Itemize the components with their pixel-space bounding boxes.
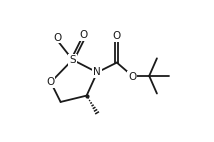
Text: O: O bbox=[80, 30, 88, 40]
Text: O: O bbox=[53, 33, 61, 43]
Text: N: N bbox=[93, 67, 101, 77]
Text: O: O bbox=[46, 77, 54, 87]
Text: O: O bbox=[128, 72, 137, 82]
Text: O: O bbox=[113, 31, 121, 41]
Text: S: S bbox=[69, 55, 76, 65]
